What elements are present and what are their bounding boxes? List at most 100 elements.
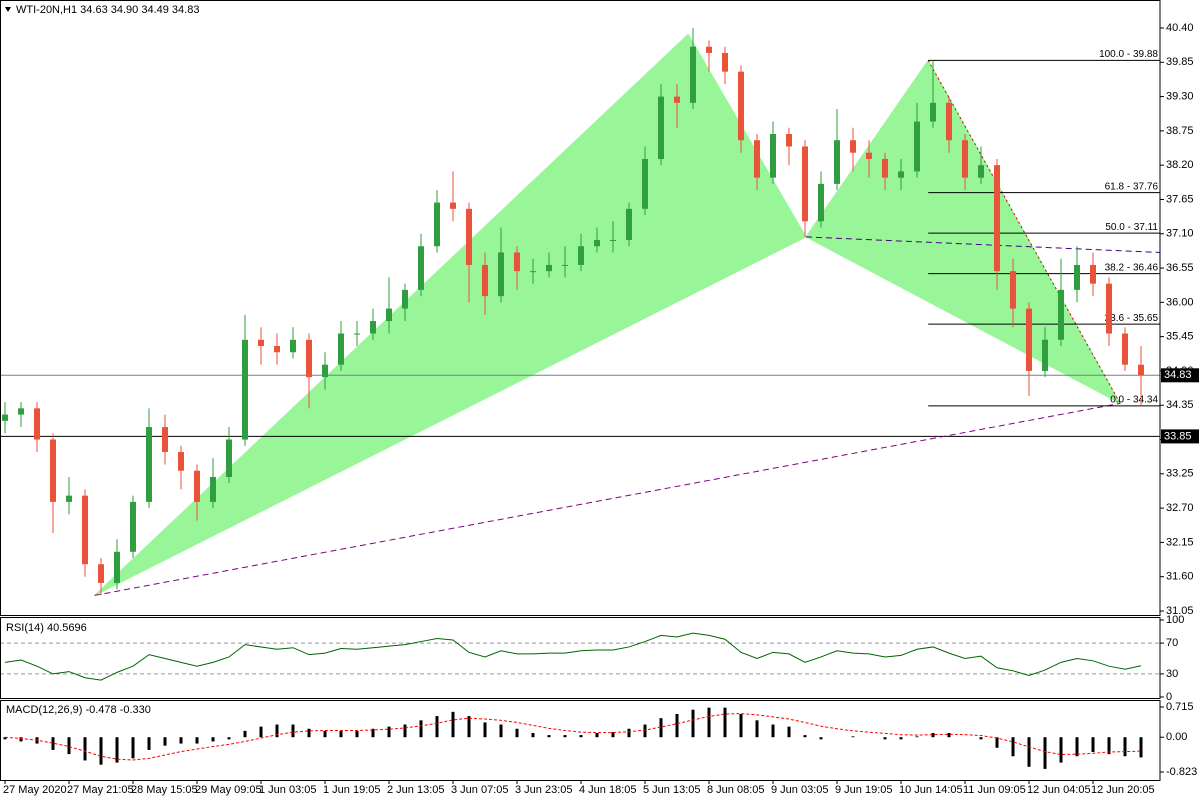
candle-body [818,183,824,222]
candle-body [1026,308,1032,371]
candle-body [66,495,72,502]
chart-title: WTI-20N,H1 34.63 34.90 34.49 34.83 [16,4,199,16]
fib-label: 100.0 - 39.88 [1099,49,1158,60]
menu-icon[interactable] [5,7,11,12]
macd-bar [1123,737,1127,757]
macd-bar [723,707,727,738]
macd-bar [451,711,455,738]
x-tick-label: 12 Jun 20:05 [1091,784,1155,796]
candle-body [386,308,392,322]
candle-body [2,414,8,421]
x-tick-label: 5 Jun 13:05 [643,784,701,796]
macd-bar [131,737,135,759]
candle-body [930,102,936,122]
y-tick-label: -0.823 [1166,766,1197,778]
macd-bar [371,728,375,738]
candle-body [466,208,472,265]
x-tick-label: 1 Jun 19:05 [323,784,381,796]
y-tick-label: 38.75 [1166,125,1194,137]
x-tick-label: 9 Jun 03:05 [771,784,829,796]
candle-body [674,96,680,103]
candle-body [146,427,152,502]
macd-bar [627,728,631,738]
y-tick-label: 30 [1166,668,1178,680]
candle-body [258,339,264,346]
candle-body [210,476,216,502]
candle-body [834,140,840,184]
macd-bar [547,735,551,738]
y-tick-label: 100 [1166,614,1184,626]
x-tick-label: 28 May 15:05 [131,784,198,796]
macd-bar [355,730,359,738]
x-tick-label: 3 Jun 23:05 [515,784,573,796]
candle-body [626,208,632,240]
macd-bar [291,724,295,738]
y-tick-label: 36.00 [1166,296,1194,308]
x-tick-label: 29 May 09:05 [195,784,262,796]
candle-body [770,134,776,178]
price-label: 34.83 [1164,369,1192,381]
macd-bar [771,724,775,738]
candle-body [530,271,536,273]
macd-bar [947,732,951,738]
y-tick-label: 31.05 [1166,605,1194,617]
rsi-line [4,632,1142,681]
trend-line [805,236,1161,253]
y-tick-label: 34.35 [1166,399,1194,411]
macd-bar [1059,737,1063,763]
macd-bar [931,732,935,738]
macd-bar [211,737,215,742]
trend-line [94,402,1121,596]
x-tick-label: 1 Jun 03:05 [259,784,317,796]
candle-body [594,240,600,247]
macd-bar [595,732,599,738]
candle-body [498,252,504,297]
macd-bar [483,722,487,738]
macd-bar [1027,737,1031,767]
y-tick-label: 33.25 [1166,468,1194,480]
macd-bar [899,737,903,740]
macd-bar [515,728,519,738]
macd-bar [387,726,391,738]
macd-bar [979,737,983,740]
candle-body [738,71,744,141]
x-tick-label: 4 Jun 18:05 [579,784,637,796]
macd-bar [259,726,263,738]
y-tick-label: 0 [1166,691,1172,703]
macd-bar [51,737,55,750]
macd-title: MACD(12,26,9) -0.478 -0.330 [6,704,151,716]
trend-line [927,60,1121,404]
candle-body [114,551,120,583]
candle-body [242,339,248,440]
candle-body [226,439,232,477]
macd-bar [1091,737,1095,753]
y-tick-label: 37.10 [1166,228,1194,240]
x-tick-label: 2 Jun 13:05 [387,784,445,796]
macd-bar [195,737,199,744]
candle-body [802,146,808,222]
candle-body [434,202,440,247]
macd-bar [147,737,151,750]
candle-body [642,158,648,209]
candle-body [994,165,1000,272]
price-label: 33.85 [1164,430,1192,442]
candle-body [722,52,728,72]
macd-bar [675,713,679,738]
candle-body [578,246,584,265]
x-tick-label: 27 May 21:05 [67,784,134,796]
y-tick-label: 0.715 [1166,701,1194,713]
y-tick-label: 40.40 [1166,22,1194,34]
candle-body [178,452,184,471]
y-tick-label: 0.00 [1166,731,1187,743]
macd-bar [819,737,823,740]
macd-bar [883,737,887,740]
y-tick-label: 70 [1166,637,1178,649]
x-tick-label: 12 Jun 04:05 [1027,784,1091,796]
rsi-frame [0,617,1161,699]
macd-bar [403,724,407,738]
y-tick-label: 38.20 [1166,159,1194,171]
x-tick-label: 8 Jun 08:05 [707,784,765,796]
candle-body [130,501,136,552]
x-tick-label: 10 Jun 14:05 [899,784,963,796]
